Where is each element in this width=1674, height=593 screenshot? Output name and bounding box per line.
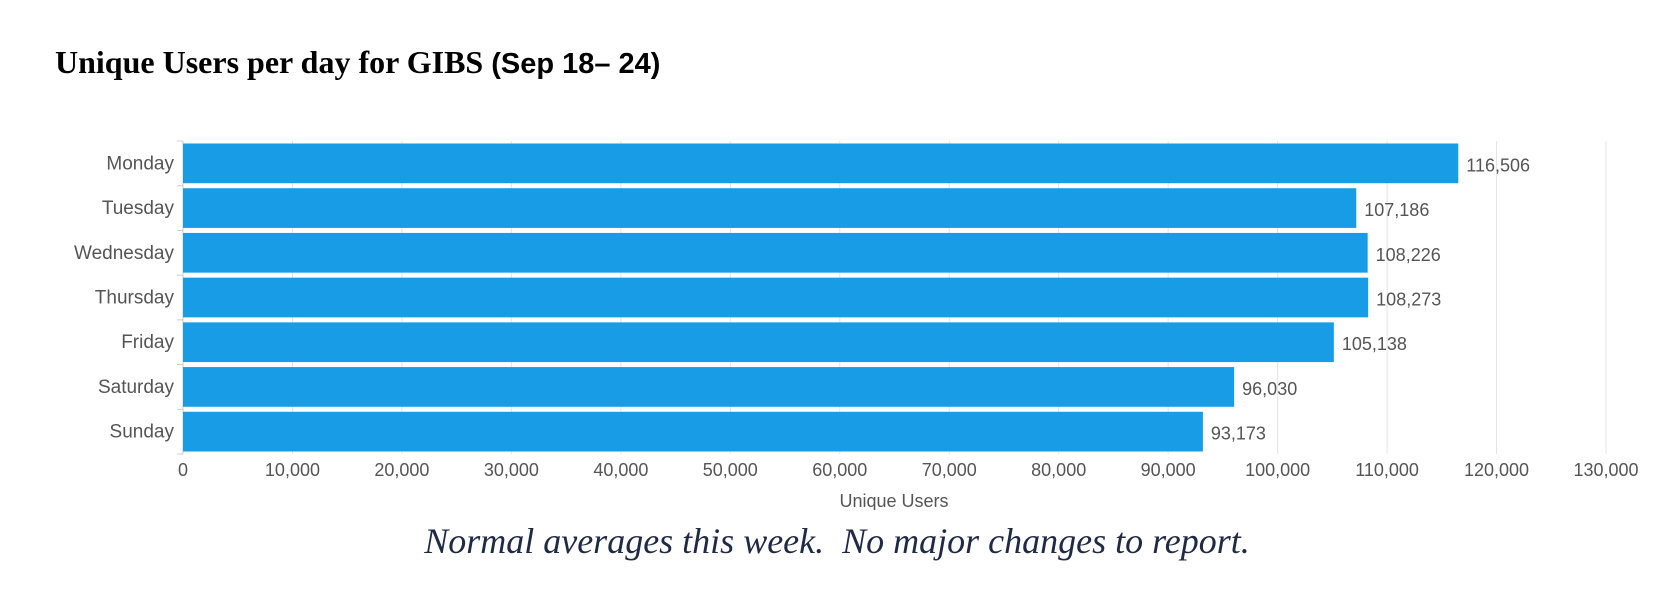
- bar-wednesday: [183, 232, 1368, 273]
- x-tick-label: 30,000: [484, 460, 539, 480]
- x-tick-label: 100,000: [1245, 460, 1310, 480]
- bar-tuesday: [183, 188, 1357, 228]
- data-label: 116,506: [1466, 155, 1530, 175]
- y-tick-label: Wednesday: [74, 243, 174, 264]
- x-axis-title: Unique Users: [839, 491, 948, 510]
- page-title: Unique Users per day for GIBS (Sep 18– 2…: [55, 44, 660, 81]
- y-tick-label: Tuesday: [102, 198, 175, 219]
- y-axis-tick-labels: Monday Tuesday Wednesday Thursday Friday Satu…: [74, 153, 174, 442]
- x-tick-label: 120,000: [1464, 460, 1529, 480]
- title-date-range: (Sep 18– 24): [491, 48, 661, 80]
- x-tick-label: 20,000: [374, 460, 429, 480]
- x-tick-label: 50,000: [703, 460, 758, 480]
- data-labels: 116,506 107,186 108,226 108,273 105,138 96,03…: [1211, 155, 1530, 443]
- x-axis-tick-labels: 0 10,000 20,000 30,000 40,000 50,000 60,000 70,…: [178, 460, 1639, 480]
- data-label: 105,138: [1342, 334, 1407, 354]
- bar-saturday: [183, 367, 1235, 407]
- x-tick-label: 80,000: [1031, 460, 1086, 480]
- y-tick-label: Sunday: [110, 422, 175, 443]
- bar-chart: 116,506 107,186 108,226 108,273 105,138 96,03…: [74, 140, 1639, 510]
- x-tick-label: 60,000: [812, 460, 867, 480]
- bar-sunday: [183, 411, 1203, 452]
- x-tick-label: 10,000: [265, 460, 320, 480]
- chart-caption: Normal averages this week. No major chan…: [424, 521, 1250, 561]
- x-tick-label: 110,000: [1355, 460, 1419, 480]
- data-label: 108,273: [1376, 290, 1441, 310]
- data-label: 108,226: [1376, 245, 1441, 265]
- x-tick-label: 40,000: [593, 460, 648, 480]
- data-label: 93,173: [1211, 424, 1266, 444]
- y-tick-label: Friday: [121, 332, 174, 353]
- x-tick-label: 90,000: [1141, 460, 1196, 480]
- bar-monday: [183, 143, 1459, 184]
- bar-friday: [183, 322, 1334, 363]
- x-tick-label: 0: [178, 460, 188, 480]
- x-tick-label: 130,000: [1573, 460, 1638, 480]
- y-tick-label: Monday: [106, 153, 174, 174]
- data-label: 107,186: [1364, 200, 1429, 220]
- data-label: 96,030: [1242, 379, 1297, 399]
- x-tick-label: 70,000: [922, 460, 977, 480]
- y-tick-label: Thursday: [95, 288, 175, 309]
- bars: [183, 143, 1459, 452]
- y-tick-label: Saturday: [98, 377, 175, 398]
- bar-thursday: [183, 277, 1369, 318]
- title-main: Unique Users per day for GIBS: [55, 44, 492, 80]
